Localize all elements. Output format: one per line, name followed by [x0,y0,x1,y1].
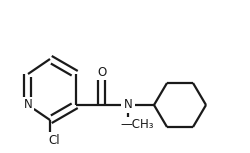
Text: O: O [97,65,106,78]
Text: N: N [24,99,32,112]
Text: N: N [123,99,132,112]
Text: —CH₃: —CH₃ [120,119,153,131]
Text: Cl: Cl [48,134,60,147]
